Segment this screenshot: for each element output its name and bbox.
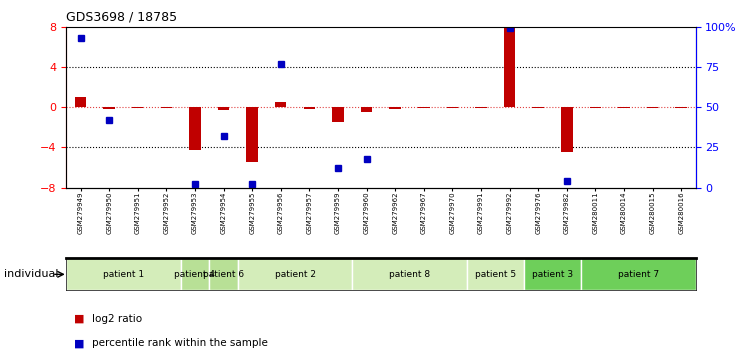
Bar	[361, 107, 372, 112]
Text: patient 5: patient 5	[475, 270, 516, 279]
Bar	[238, 258, 353, 290]
Text: patient 6: patient 6	[203, 270, 244, 279]
Text: patient 2: patient 2	[275, 270, 316, 279]
Bar	[218, 107, 230, 110]
Text: patient 3: patient 3	[532, 270, 573, 279]
Bar	[475, 107, 486, 108]
Bar	[180, 258, 209, 290]
Bar	[160, 107, 172, 108]
Bar	[389, 107, 401, 109]
Bar	[75, 97, 86, 107]
Bar	[647, 107, 658, 108]
Text: patient 1: patient 1	[103, 270, 144, 279]
Bar	[618, 107, 630, 108]
Bar	[332, 107, 344, 122]
Bar	[524, 258, 581, 290]
Text: individual: individual	[4, 269, 58, 279]
Bar	[581, 258, 696, 290]
Bar	[447, 107, 458, 108]
Text: ■: ■	[74, 314, 84, 324]
Bar	[304, 107, 315, 109]
Text: GDS3698 / 18785: GDS3698 / 18785	[66, 11, 177, 24]
Bar	[561, 107, 573, 152]
Text: percentile rank within the sample: percentile rank within the sample	[92, 338, 268, 348]
Text: log2 ratio: log2 ratio	[92, 314, 142, 324]
Bar	[504, 27, 515, 107]
Bar	[418, 107, 430, 108]
Bar	[132, 107, 144, 108]
Bar	[189, 107, 201, 150]
Bar	[467, 258, 524, 290]
Bar	[532, 107, 544, 108]
Bar	[353, 258, 467, 290]
Bar	[590, 107, 601, 108]
Bar	[676, 107, 687, 108]
Text: patient 7: patient 7	[618, 270, 659, 279]
Bar	[209, 258, 238, 290]
Bar	[275, 102, 286, 107]
Bar	[104, 107, 115, 109]
Bar	[66, 258, 180, 290]
Text: patient 8: patient 8	[389, 270, 430, 279]
Text: patient 4: patient 4	[174, 270, 216, 279]
Text: ■: ■	[74, 338, 84, 348]
Bar	[247, 107, 258, 162]
